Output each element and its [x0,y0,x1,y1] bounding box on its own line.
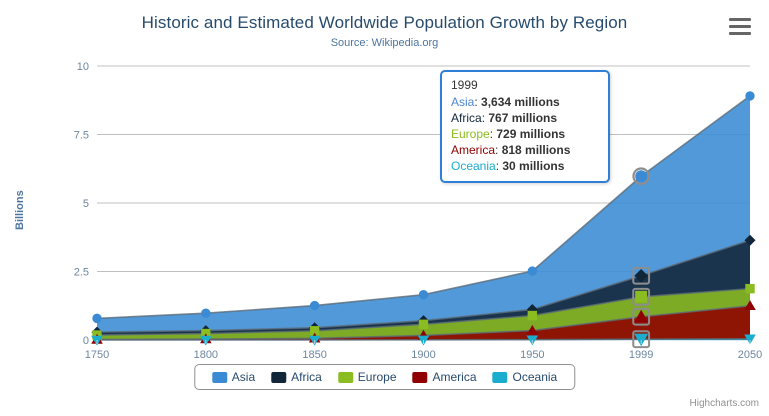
legend-swatch-icon [271,371,287,383]
marker-halo [632,307,651,326]
area-fill-america [97,305,750,340]
legend-label: Oceania [512,370,558,384]
marker-circle-icon [201,308,211,318]
data-point-africa[interactable] [632,266,651,285]
marker-halo [632,287,651,306]
marker-circle-icon [527,266,538,276]
data-point-europe[interactable] [632,287,651,306]
marker-diamond-icon [634,268,648,283]
legend-swatch-icon [412,371,428,383]
marker-square-icon [418,319,429,329]
tooltip-series-value: 3,634 millions [481,95,560,109]
marker-triangle-down-icon [634,333,649,347]
legend-label: America [432,370,477,384]
legend-item-america[interactable]: America [405,370,485,384]
data-point-asia[interactable] [92,313,102,324]
marker-circle-icon [92,313,102,324]
chart-legend: Asia Africa Europe America Oceania [193,364,576,390]
data-point-asia[interactable] [309,300,320,311]
data-point-oceania[interactable] [744,334,756,345]
data-point-america[interactable] [632,307,651,326]
marker-square-icon [527,310,538,321]
legend-swatch-icon [211,371,227,383]
data-point-africa[interactable] [744,234,756,246]
marker-halo [632,167,650,186]
data-point-asia[interactable] [632,167,650,186]
data-point-europe[interactable] [418,319,429,329]
tooltip-header: 1999 [451,78,478,92]
marker-triangle-down-icon [744,334,756,345]
data-point-america[interactable] [744,300,756,311]
marker-square-icon [745,283,755,294]
marker-circle-icon [418,290,429,300]
marker-triangle-up-icon [744,300,756,311]
x-tick-label: 1800 [194,349,218,361]
y-tick-label: 7.5 [74,130,89,142]
hamburger-menu-icon[interactable] [729,18,751,35]
tooltip-row: America: 818 millions [451,143,571,157]
tooltip-series-value: 729 millions [496,127,566,141]
legend-label: Africa [291,370,322,384]
x-tick-label: 1750 [85,349,109,361]
tooltip-series-name: Europe [451,127,490,141]
tooltip-series-name: Africa [451,111,482,125]
legend-item-oceania[interactable]: Oceania [485,370,566,384]
x-tick-label: 1999 [629,349,653,361]
marker-circle-icon [635,170,648,183]
data-point-asia[interactable] [527,266,538,276]
data-point-oceania[interactable] [632,330,651,349]
tooltip-row: Oceania: 30 millions [451,159,565,173]
marker-diamond-icon [744,234,756,246]
tooltip-series-name: Oceania [451,159,496,173]
y-tick-label: 2.5 [74,267,89,279]
data-point-asia[interactable] [745,91,755,101]
legend-item-europe[interactable]: Europe [330,370,405,384]
x-tick-label: 2050 [738,349,762,361]
y-tick-label: 0 [83,335,89,347]
tooltip: 1999 Asia: 3,634 millions Africa: 767 mil… [440,70,610,183]
x-tick-label: 1850 [302,349,326,361]
menu-bar-3 [729,32,751,35]
legend-item-africa[interactable]: Africa [263,370,330,384]
data-point-asia[interactable] [418,290,429,300]
tooltip-series-value: 30 millions [502,159,565,173]
data-point-europe[interactable] [745,283,755,294]
marker-triangle-up-icon [634,309,649,323]
legend-item-asia[interactable]: Asia [204,370,263,384]
tooltip-series-value: 818 millions [501,143,571,157]
marker-halo [632,266,651,285]
x-tick-label: 1900 [411,349,435,361]
menu-bar-2 [729,25,751,28]
data-point-america[interactable] [526,324,539,335]
marker-halo [632,330,651,349]
menu-bar-1 [729,18,751,21]
tooltip-row: Europe: 729 millions [451,127,566,141]
legend-label: Europe [357,370,397,384]
legend-swatch-icon [492,371,508,383]
y-tick-label: 5 [83,198,89,210]
x-tick-label: 1950 [520,349,544,361]
marker-square-icon [635,290,648,303]
data-point-asia[interactable] [201,308,211,318]
legend-swatch-icon [337,371,353,383]
area-fill-asia [97,95,750,340]
y-tick-label: 10 [77,61,89,73]
chart-subtitle: Source: Wikipedia.org [330,37,439,49]
marker-circle-icon [745,91,755,101]
data-point-europe[interactable] [527,310,538,321]
tooltip-rows: Asia: 3,634 millions Africa: 767 millions… [451,94,599,174]
marker-triangle-up-icon [526,324,539,335]
marker-circle-icon [309,300,320,311]
tooltip-row: Africa: 767 millions [451,111,558,125]
tooltip-series-name: Asia [451,95,475,109]
tooltip-series-name: America [451,143,496,157]
chart-title: Historic and Estimated Worldwide Populat… [141,13,628,32]
legend-label: Asia [231,370,256,384]
tooltip-series-value: 767 millions [488,111,558,125]
tooltip-row: Asia: 3,634 millions [451,95,560,109]
highcharts-credit[interactable]: Highcharts.com [689,398,759,409]
